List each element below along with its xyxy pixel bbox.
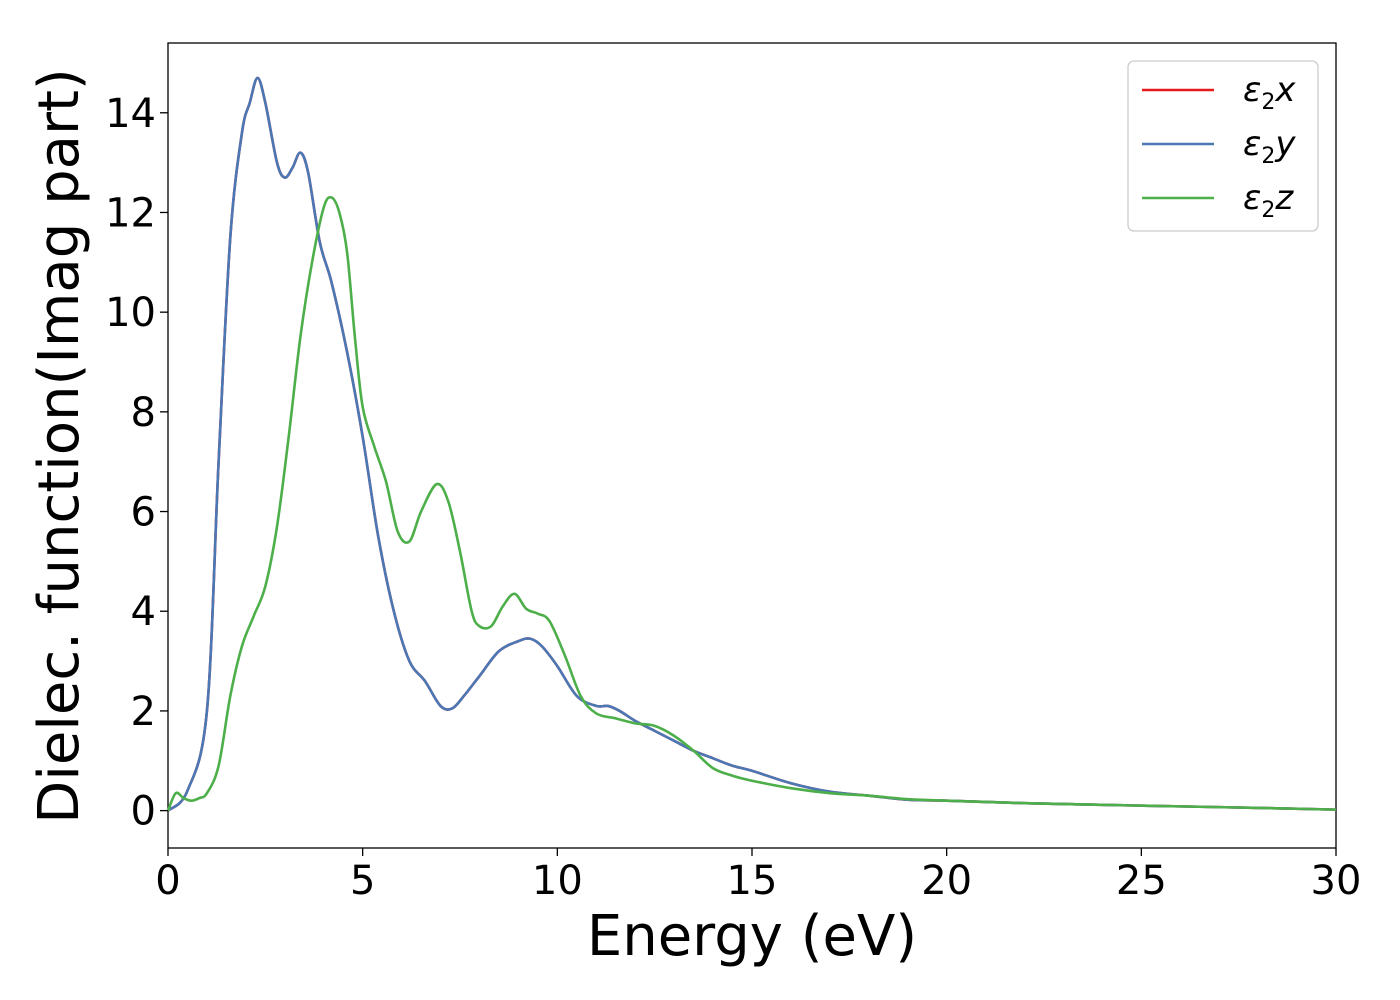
x-tick-label: 5 xyxy=(350,858,375,904)
y-tick-label: 12 xyxy=(105,190,156,236)
x-axis-title: Energy (eV) xyxy=(587,904,917,969)
legend-box xyxy=(1127,60,1319,232)
x-tick-label: 0 xyxy=(155,858,180,904)
legend-entries: ε2x ε2y ε2z xyxy=(1142,70,1296,223)
y-axis-ticks: 0 2 4 6 8 10 12 14 xyxy=(105,91,168,835)
x-tick-label: 10 xyxy=(532,858,583,904)
y-axis-title: Dielec. function(Imag part) xyxy=(27,68,92,824)
y-tick-label: 6 xyxy=(131,490,156,536)
series-line-y xyxy=(167,76,1337,812)
y-tick-label: 14 xyxy=(105,91,156,137)
x-axis-ticks: 0 5 10 15 20 25 30 xyxy=(155,848,1361,904)
legend-label-y: ε2y xyxy=(1243,124,1296,169)
legend-label-x: ε2x xyxy=(1243,70,1296,115)
x-tick-label: 30 xyxy=(1311,858,1362,904)
series-layer xyxy=(166,76,1337,812)
x-tick-label: 20 xyxy=(921,858,972,904)
y-tick-label: 0 xyxy=(131,789,156,835)
y-tick-label: 2 xyxy=(131,689,156,735)
y-tick-label: 4 xyxy=(131,589,156,635)
x-tick-label: 25 xyxy=(1116,858,1167,904)
y-tick-label: 8 xyxy=(131,390,156,436)
legend: ε2x ε2y ε2z xyxy=(1127,60,1319,232)
y-tick-label: 10 xyxy=(105,290,156,336)
legend-label-z: ε2z xyxy=(1243,178,1294,223)
series-line-z xyxy=(166,195,1337,812)
x-tick-label: 15 xyxy=(727,858,778,904)
